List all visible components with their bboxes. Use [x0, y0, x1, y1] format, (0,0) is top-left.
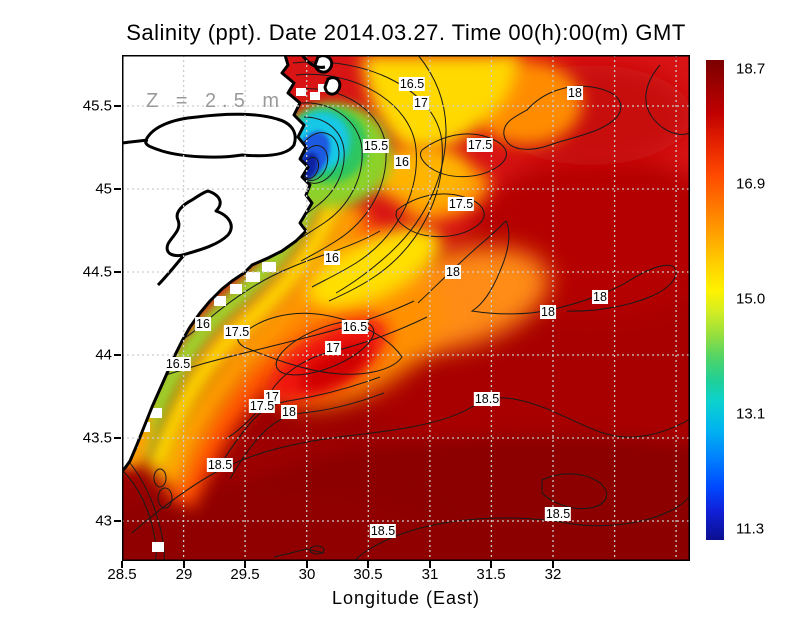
x-tick-label: 30.5 — [353, 566, 383, 583]
x-tick-mark — [121, 561, 123, 568]
y-tick-label: 43.5 — [82, 429, 112, 447]
colorbar — [706, 60, 724, 540]
contour-label: 18 — [567, 86, 583, 100]
y-tick-label: 44.5 — [82, 263, 112, 281]
contour-label: 17.5 — [447, 197, 475, 211]
contour-label: 17.5 — [248, 399, 276, 413]
coastline — [122, 55, 314, 473]
colorbar-tick-label: 16.9 — [736, 175, 766, 193]
y-tick-label: 45 — [95, 180, 112, 198]
x-tick-mark — [367, 561, 369, 568]
contour-label: 18 — [445, 265, 461, 279]
salinity-contour-map — [122, 55, 690, 561]
contour-label: 18.5 — [206, 458, 234, 472]
contour-label: 17 — [413, 96, 429, 110]
x-tick-label: 31.5 — [476, 566, 506, 583]
contour-label: 18 — [592, 290, 608, 304]
x-tick-label: 31 — [421, 566, 439, 583]
x-tick-mark — [552, 561, 554, 568]
y-tick-mark — [114, 271, 121, 273]
x-tick-label: 32 — [544, 566, 562, 583]
contour-label: 18.5 — [473, 392, 501, 406]
y-tick-mark — [114, 437, 121, 439]
colorbar-tick-label: 13.1 — [736, 405, 766, 423]
colorbar-tick-label: 11.3 — [736, 520, 765, 538]
x-tick-label: 28.5 — [107, 566, 137, 583]
x-tick-mark — [183, 561, 185, 568]
y-tick-mark — [114, 188, 121, 190]
depth-annotation: Z = 2.5 m — [146, 90, 286, 112]
map-plot-area — [122, 55, 690, 561]
contour-label: 18 — [540, 305, 556, 319]
contour-label: 16 — [324, 251, 340, 265]
y-tick-mark — [114, 354, 121, 356]
contour-label: 17.5 — [466, 138, 494, 152]
contour-label: 18 — [281, 405, 297, 419]
contour-label: 16.5 — [341, 320, 369, 334]
x-tick-mark — [429, 561, 431, 568]
x-axis-title: Longitude (East) — [331, 588, 481, 608]
plot-border — [122, 55, 690, 561]
x-tick-mark — [490, 561, 492, 568]
x-tick-label: 29 — [175, 566, 193, 583]
contour-label: 17.5 — [223, 325, 251, 339]
contour-label: 16.5 — [164, 357, 192, 371]
colorbar-tick-label: 15.0 — [736, 290, 766, 308]
x-tick-mark — [306, 561, 308, 568]
y-tick-label: 45.5 — [82, 97, 112, 115]
y-tick-mark — [114, 105, 121, 107]
contour-label: 18.5 — [369, 524, 397, 538]
y-tick-mark — [114, 520, 121, 522]
gridlines — [122, 55, 690, 561]
contour-label: 16 — [195, 317, 211, 331]
contour-label: 15.5 — [362, 139, 390, 153]
x-tick-label: 30 — [298, 566, 316, 583]
contour-label: 18.5 — [544, 507, 572, 521]
contour-label: 16.5 — [398, 77, 426, 91]
colorbar-tick-label: 18.7 — [736, 60, 766, 78]
x-tick-label: 29.5 — [230, 566, 260, 583]
y-tick-label: 44 — [95, 346, 112, 364]
contour-label: 16 — [394, 155, 410, 169]
chart-title: Salinity (ppt). Date 2014.03.27. Time 00… — [126, 20, 686, 45]
y-tick-label: 43 — [95, 512, 112, 530]
contour-label: 17 — [325, 341, 341, 355]
x-tick-mark — [244, 561, 246, 568]
